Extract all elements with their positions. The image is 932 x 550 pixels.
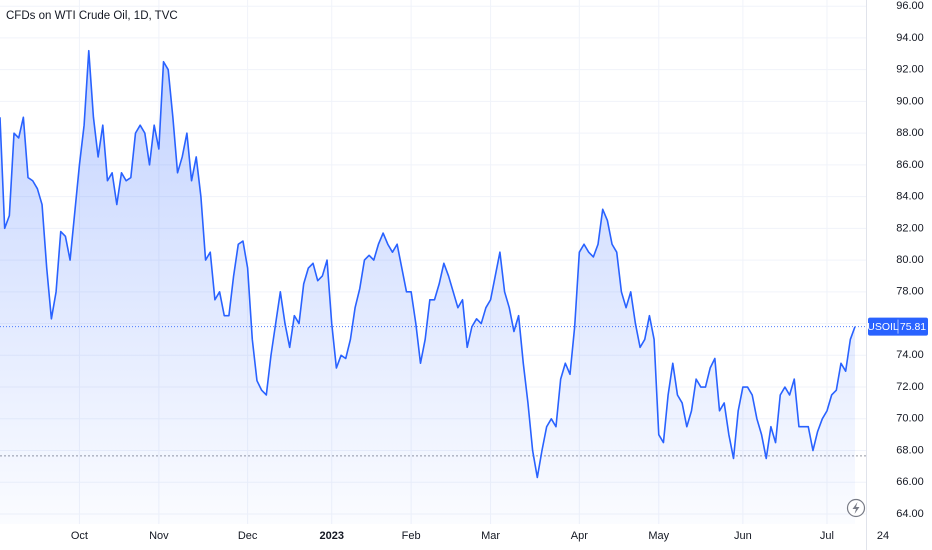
y-tick-label: 66.00 <box>896 476 924 488</box>
series <box>0 49 856 525</box>
x-tick-label: Jun <box>734 530 752 542</box>
y-tick-label: 96.00 <box>896 0 924 12</box>
price-label-symbol: USOIL <box>867 321 899 333</box>
y-tick-label: 78.00 <box>896 286 924 298</box>
y-tick-label: 70.00 <box>896 413 924 425</box>
price-line <box>0 49 856 479</box>
price-label-value: 75.81 <box>900 321 926 333</box>
x-tick-label: Nov <box>149 530 169 542</box>
x-tick-label: Jul <box>820 530 834 542</box>
y-tick-label: 88.00 <box>896 127 924 139</box>
x-tick-label: Oct <box>71 530 88 542</box>
y-tick-label: 92.00 <box>896 64 924 76</box>
chart-title: CFDs on WTI Crude Oil, 1D, TVC <box>6 10 178 22</box>
y-tick-label: 94.00 <box>896 32 924 44</box>
y-tick-label: 84.00 <box>896 191 924 203</box>
x-tick-label: 2023 <box>319 530 343 542</box>
x-tick-label: Apr <box>571 530 588 542</box>
x-tick-label: Mar <box>481 530 500 542</box>
x-tick-label: Dec <box>238 530 258 542</box>
y-tick-label: 80.00 <box>896 254 924 266</box>
y-tick-label: 72.00 <box>896 381 924 393</box>
y-tick-label: 82.00 <box>896 222 924 234</box>
area-fill <box>0 50 855 525</box>
lightning-icon <box>846 498 866 518</box>
x-tick-label: 24 <box>877 530 889 542</box>
y-tick-label: 74.00 <box>896 349 924 361</box>
x-tick-label: Feb <box>402 530 421 542</box>
y-tick-label: 86.00 <box>896 159 924 171</box>
y-tick-label: 64.00 <box>896 508 924 520</box>
y-tick-label: 68.00 <box>896 444 924 456</box>
y-tick-label: 90.00 <box>896 95 924 107</box>
x-tick-label: May <box>648 530 669 542</box>
